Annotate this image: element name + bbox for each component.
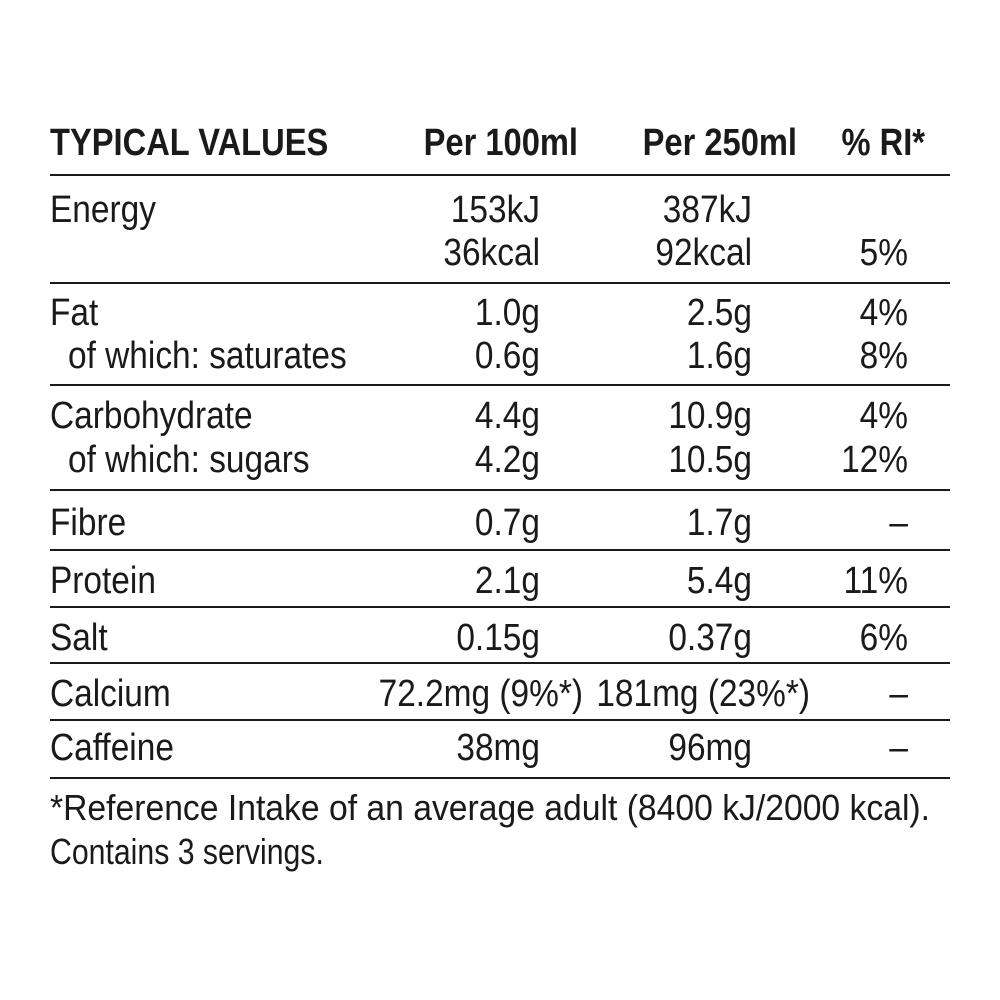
sub-nutrient-label: of which: saturates [68,334,347,376]
sub-nutrient-label: of which: sugars [68,438,310,480]
amount-value: 181mg (23%*) [596,672,810,714]
amount-value: 0.6g [475,334,540,376]
ri-value: 11% [844,559,908,601]
amount-value: 2.1g [475,559,540,601]
ri-value: – [889,501,908,543]
amount-value: 5.4g [687,559,752,601]
amount-value: 1.6g [687,334,752,376]
column-header: % RI* [842,121,926,164]
amount-value: 153kJ [451,188,540,230]
amount-value: 0.7g [475,501,540,543]
footnote: Contains 3 servings. [50,833,324,873]
amount-value: 387kJ [663,188,752,230]
nutrient-label: Caffeine [50,726,174,768]
amount-value: 0.15g [456,616,540,658]
amount-value: 1.7g [687,501,752,543]
ri-value: 12% [841,438,908,480]
amount-value: 38mg [456,726,540,768]
column-header: Per 100ml [424,121,578,164]
nutrient-label: Protein [50,559,156,601]
amount-value: 0.37g [668,616,752,658]
amount-value: 4.4g [475,394,540,436]
ri-value: 4% [860,291,908,333]
amount-value: 10.5g [668,438,752,480]
ri-value: 6% [860,616,908,658]
amount-value: 1.0g [475,291,540,333]
nutrient-label: Fibre [50,501,126,543]
nutrient-label: Calcium [50,672,171,714]
amount-value: 72.2mg (9%*) [379,672,583,714]
footnote: *Reference Intake of an average adult (8… [50,787,930,828]
nutrient-label: Carbohydrate [50,394,253,436]
ri-value: 8% [860,334,908,376]
nutrient-label: Fat [50,291,98,333]
ri-value: 5% [860,231,908,273]
column-header: TYPICAL VALUES [50,121,328,164]
nutrient-label: Salt [50,616,108,658]
nutrient-label: Energy [50,188,156,230]
amount-value: 96mg [668,726,752,768]
amount-value: 92kcal [655,231,752,273]
column-header: Per 250ml [643,121,797,164]
ri-value: – [889,726,908,768]
amount-value: 4.2g [475,438,540,480]
amount-value: 2.5g [687,291,752,333]
ri-value: – [889,672,908,714]
amount-value: 36kcal [443,231,540,273]
ri-value: 4% [860,394,908,436]
amount-value: 10.9g [668,394,752,436]
